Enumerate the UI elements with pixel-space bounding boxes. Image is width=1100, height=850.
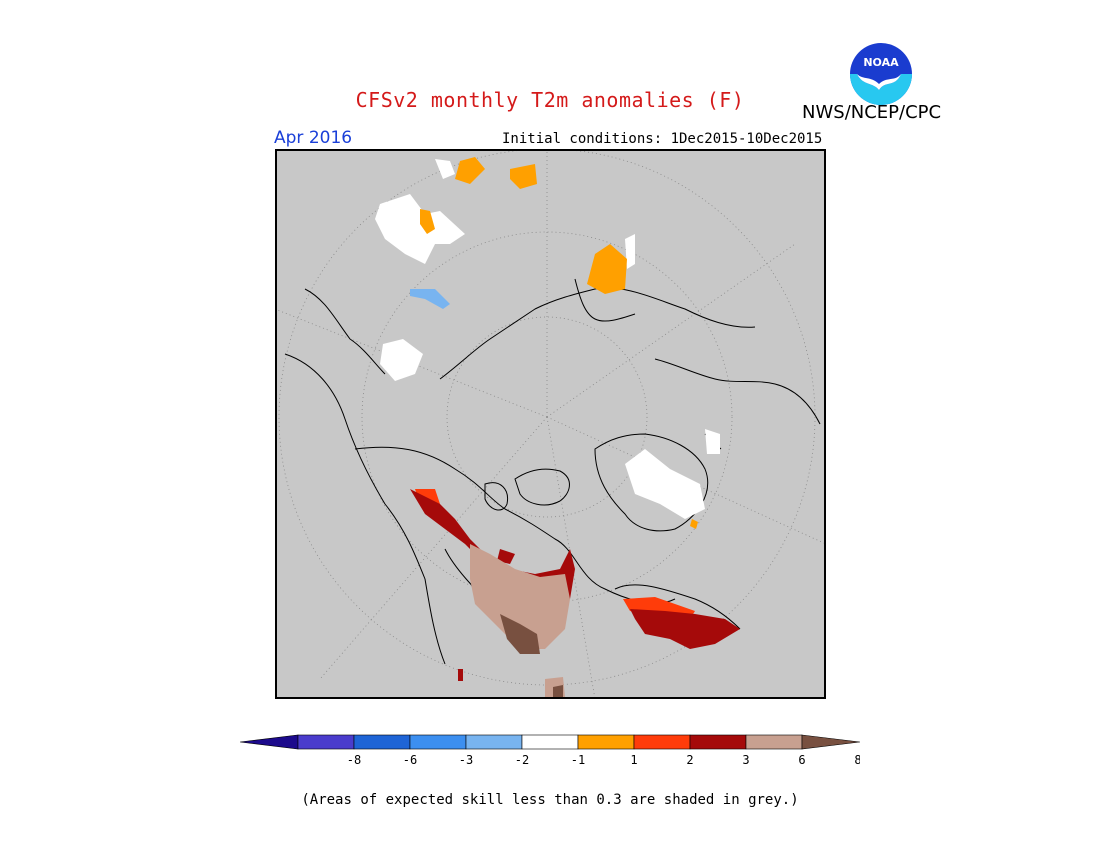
colorbar-tick-label: 3: [742, 753, 749, 767]
anomaly-brown-areas: [500, 614, 563, 699]
colorbar-segment: [633, 734, 691, 750]
colorbar-tick-label: -3: [459, 753, 473, 767]
colorbar-tick-label: -8: [347, 753, 361, 767]
anomaly-orange-areas: [420, 157, 698, 529]
colorbar-tick-label: -2: [515, 753, 529, 767]
agency-credit: NWS/NCEP/CPC: [802, 102, 942, 123]
colorbar-segment: [353, 734, 411, 750]
colorbar-segment: [577, 734, 635, 750]
colorbar-segment: [689, 734, 747, 750]
noaa-logo: NOAA: [849, 42, 913, 106]
colorbar-tick-label: 6: [798, 753, 805, 767]
colorbar-arrow-high: [801, 734, 861, 750]
map-title: CFSv2 monthly T2m anomalies (F): [355, 88, 745, 112]
colorbar-tick-label: -6: [403, 753, 417, 767]
colorbar-tick-label: 2: [686, 753, 693, 767]
colorbar-arrow-low: [239, 734, 299, 750]
initial-conditions: Initial conditions: 1Dec2015-10Dec2015: [502, 131, 823, 147]
colorbar-segment: [297, 734, 355, 750]
anomaly-white-areas: [375, 159, 720, 519]
noaa-logo-text: NOAA: [863, 56, 899, 69]
polar-map: [275, 149, 826, 699]
colorbar-tick-label: 1: [630, 753, 637, 767]
colorbar-tick-label: -1: [571, 753, 585, 767]
colorbar-segment: [465, 734, 523, 750]
skill-note: (Areas of expected skill less than 0.3 a…: [301, 792, 799, 808]
colorbar-segment: [745, 734, 803, 750]
colorbar-tick-label: 8: [854, 753, 860, 767]
anomaly-light-blue-areas: [410, 289, 450, 309]
forecast-month: Apr 2016: [274, 128, 353, 148]
colorbar-segment: [409, 734, 467, 750]
colorbar: -8 -6 -3 -2 -1 1 2 3 6 8: [239, 732, 862, 772]
anomaly-dark-red-areas: [410, 489, 740, 681]
colorbar-segment: [521, 734, 579, 750]
coastlines: [284, 278, 821, 665]
map-frame: [275, 149, 826, 699]
